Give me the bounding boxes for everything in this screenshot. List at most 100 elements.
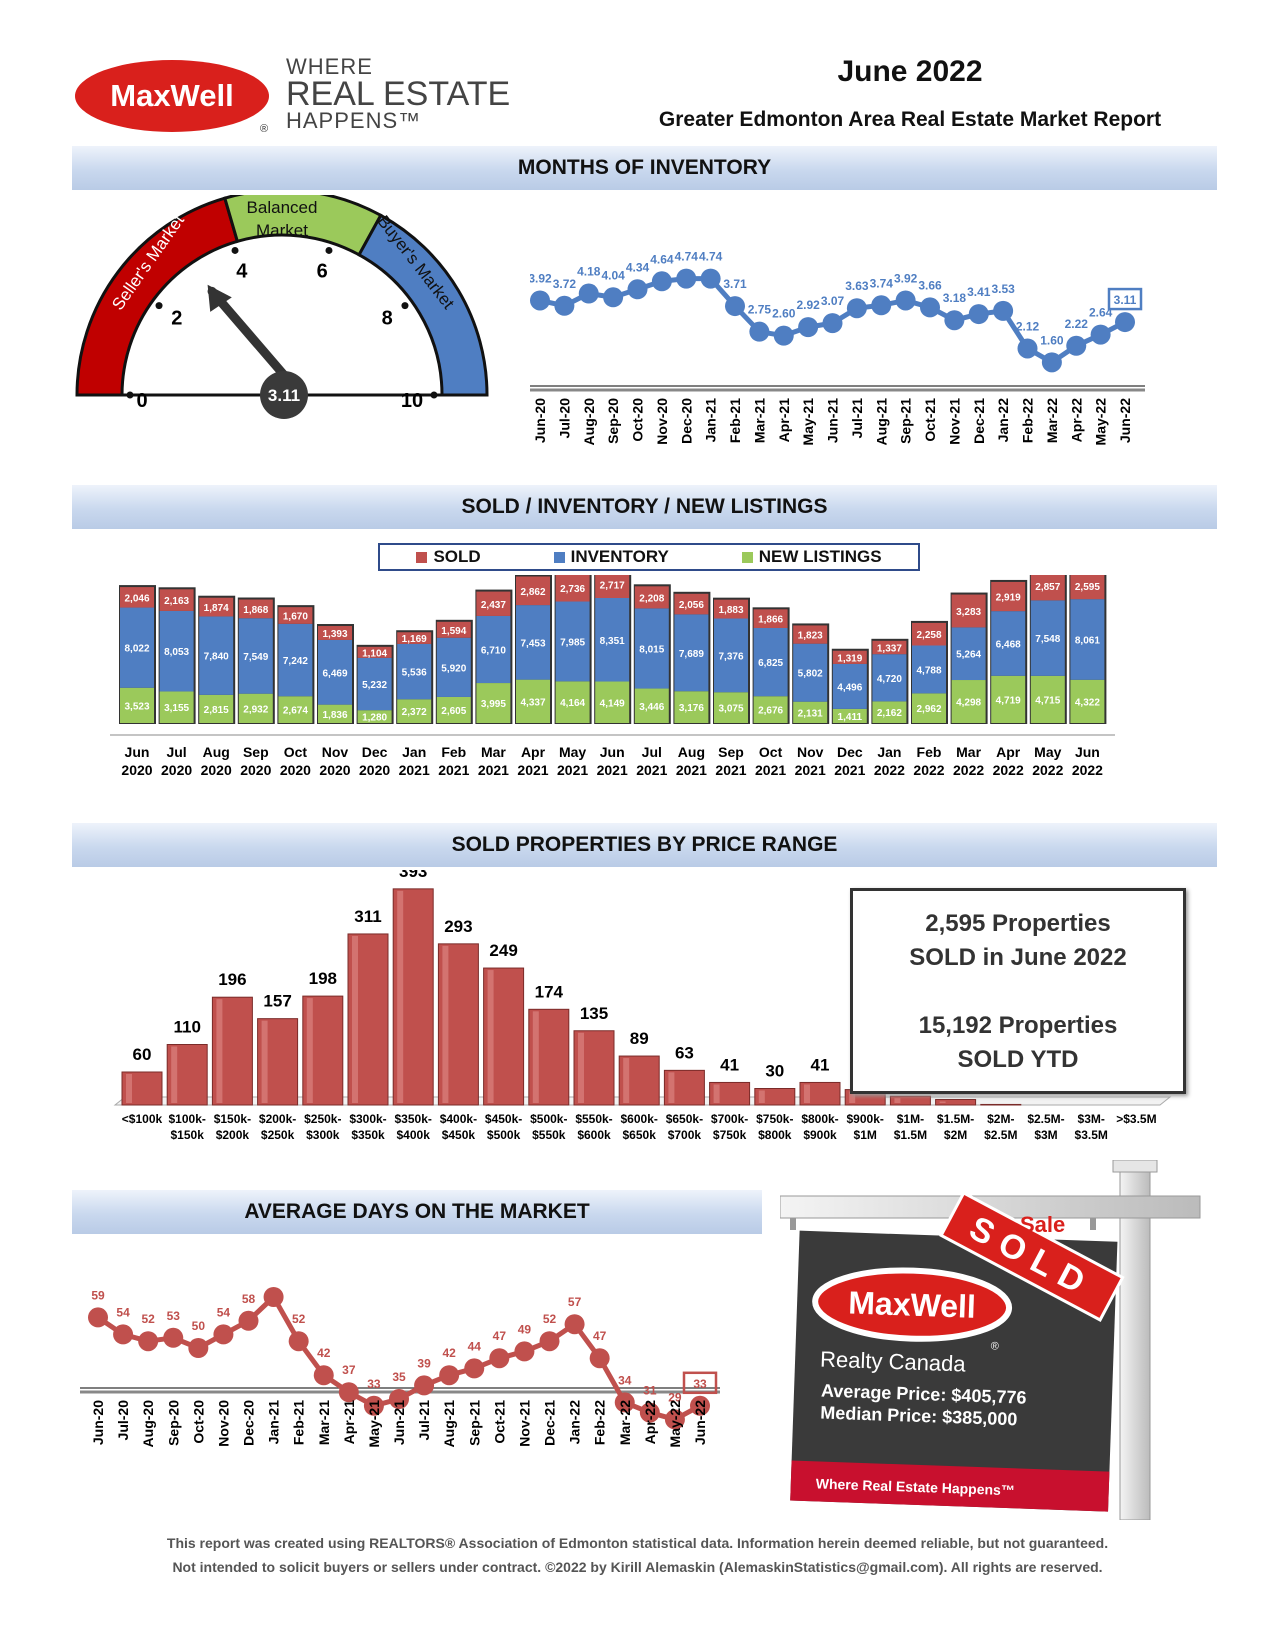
bar-segment-new-listings (832, 708, 867, 723)
gauge-value-circle (260, 371, 308, 419)
months-of-inventory-chart: 3.92 Jun-20 3.72 Jul-20 4.18 Aug-20 4.04 Sep-20… (530, 250, 1145, 445)
bar-segment-label: 3,523 (124, 701, 149, 712)
price-bar-label: 393 (399, 870, 427, 881)
x-tick-month: Aug (678, 744, 705, 760)
bar-segment-label: 1,866 (758, 615, 783, 626)
bar-segment-label: 7,840 (204, 652, 229, 663)
price-bar-highlight (713, 1084, 720, 1103)
x-tick-month: May (1034, 744, 1061, 760)
x-tick-label: $3M (1034, 1128, 1057, 1142)
x-tick-label: Oct-20 (190, 1400, 206, 1444)
data-label: 2.64 (1089, 306, 1113, 320)
x-tick-label: $800k (758, 1128, 792, 1142)
data-label: 3.07 (821, 294, 845, 308)
bar-segment-inventory (991, 611, 1026, 676)
bar-segment-new-listings (1070, 679, 1105, 723)
x-tick-label: $450k (442, 1128, 476, 1142)
price-bar (889, 1095, 931, 1106)
x-tick-year: 2021 (715, 762, 746, 778)
gauge-tick-dot (430, 391, 438, 399)
bar-segment-sold (634, 586, 669, 609)
x-tick-year: 2021 (834, 762, 865, 778)
data-point (514, 1341, 535, 1362)
bar-segment-label: 7,376 (718, 651, 743, 662)
brand-logo-text: MaxWell (110, 78, 233, 113)
gauge-tick-dot (325, 246, 333, 254)
x-tick-label: $2M- (987, 1112, 1014, 1126)
price-bar-highlight (939, 1101, 946, 1103)
data-label: 39 (417, 1356, 431, 1370)
bar-segment-new-listings (991, 675, 1026, 723)
data-point (664, 1409, 685, 1430)
x-tick-label: $600k- (621, 1112, 658, 1126)
bar-segment-inventory (1030, 600, 1065, 676)
bar-segment-label: 3,446 (639, 702, 664, 713)
bar-segment-label: 6,468 (996, 639, 1021, 650)
data-point (725, 296, 745, 317)
bar-segment-sold (674, 593, 709, 615)
brand-logo-oval: MaxWell ® (75, 60, 269, 135)
report-month: June 2022 (837, 55, 983, 88)
data-point (993, 300, 1014, 321)
data-label: 3.53 (991, 282, 1015, 296)
price-bar-label: 157 (263, 992, 291, 1011)
data-label: 52 (141, 1312, 155, 1326)
x-tick-year: 2021 (597, 762, 628, 778)
x-tick-label: $300k- (349, 1112, 386, 1126)
bar-segment-label: 5,920 (441, 663, 466, 674)
data-point (263, 1287, 284, 1307)
data-label: 4.18 (577, 265, 601, 279)
x-tick-label: Feb-21 (291, 1400, 307, 1445)
x-tick-label: Jun-21 (825, 398, 841, 443)
x-tick-month: Sep (243, 744, 269, 760)
data-label: 42 (317, 1346, 331, 1360)
price-bar-label: 41 (811, 1055, 830, 1074)
data-label: 3.71 (723, 277, 747, 291)
data-point (895, 290, 916, 311)
gauge-tick-label: 6 (317, 260, 328, 282)
x-tick-label: Jun-22 (1117, 398, 1133, 443)
stacked-chart-legend: SOLD INVENTORY NEW LISTINGS (378, 543, 920, 571)
x-tick-label: Sep-20 (605, 398, 621, 444)
bar-segment-label: 5,802 (798, 669, 823, 680)
bar-segment-label: 2,674 (283, 706, 308, 717)
x-tick-label: Jan-22 (995, 398, 1011, 443)
bar-segment-inventory (120, 607, 154, 688)
price-bar-highlight (171, 1046, 178, 1103)
section-days-on-market: AVERAGE DAYS ON THE MARKET (72, 1190, 762, 1234)
price-bar-highlight (216, 999, 223, 1103)
data-point (822, 313, 843, 334)
data-label: 2.75 (748, 303, 772, 317)
x-tick-year: 2021 (517, 762, 548, 778)
bar-segment-label: 7,985 (560, 637, 585, 648)
bar-segment-new-listings (516, 679, 550, 723)
bar-segment-sold (832, 650, 867, 664)
bar-segment-label: 3,176 (679, 703, 704, 714)
x-tick-year: 2020 (319, 762, 350, 778)
price-bar-highlight (442, 945, 449, 1103)
x-tick-label: $250k (261, 1128, 295, 1142)
data-label: 4.34 (626, 260, 650, 274)
x-tick-label: $200k- (259, 1112, 296, 1126)
x-tick-year: 2021 (755, 762, 786, 778)
bar-segment-label: 4,715 (1035, 695, 1060, 706)
legend-label-new-listings: NEW LISTINGS (758, 547, 882, 566)
data-label: 4.74 (699, 250, 723, 264)
x-tick-year: 2022 (993, 762, 1024, 778)
x-tick-label: $2M (944, 1128, 967, 1142)
x-tick-label: Dec-21 (542, 1400, 558, 1446)
price-bar-highlight (126, 1074, 132, 1103)
legend-item-inventory: INVENTORY (553, 547, 669, 567)
bar-segment-sold (318, 626, 352, 640)
gauge-buyer-segment (357, 213, 489, 397)
x-tick-month: Jan (402, 744, 426, 760)
x-tick-month: Oct (759, 744, 783, 760)
gauge-tick-label: 2 (171, 308, 182, 330)
latest-value-box (1107, 287, 1143, 311)
bar-segment-label: 1,823 (798, 631, 823, 642)
data-point (1066, 335, 1087, 356)
x-tick-year: 2022 (1072, 762, 1103, 778)
data-label: 34 (618, 1373, 632, 1387)
data-point (798, 317, 819, 338)
x-tick-label: $550k- (575, 1112, 612, 1126)
